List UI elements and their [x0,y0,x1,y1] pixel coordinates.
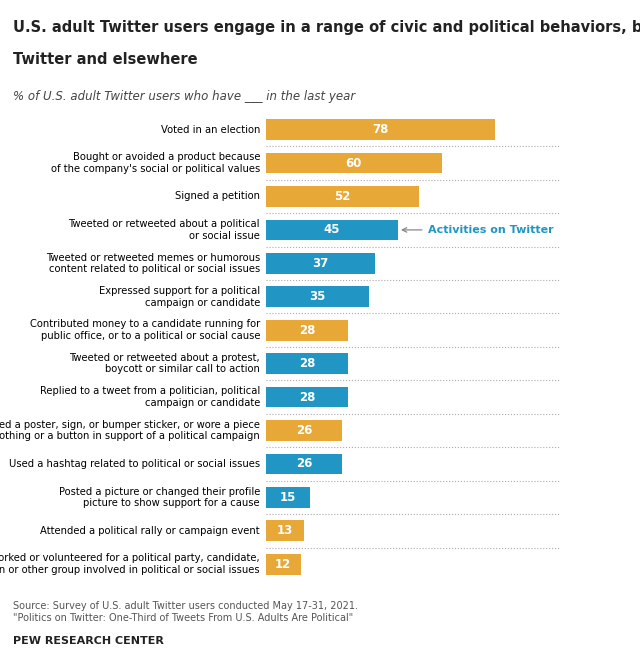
Bar [266,286,369,307]
Text: 28: 28 [299,357,315,370]
Text: 13: 13 [276,525,293,537]
Bar [266,120,495,140]
Bar [266,554,301,574]
Text: PEW RESEARCH CENTER: PEW RESEARCH CENTER [13,636,164,646]
Bar [266,353,348,374]
Text: 28: 28 [299,324,315,337]
Text: U.S. adult Twitter users engage in a range of civic and political behaviors, bot: U.S. adult Twitter users engage in a ran… [13,20,640,35]
Text: Twitter and elsewhere: Twitter and elsewhere [13,52,197,67]
Bar [266,454,342,474]
Bar [266,386,348,408]
Text: 52: 52 [334,190,350,203]
Bar [266,220,398,240]
Text: 78: 78 [372,123,388,136]
Text: 60: 60 [346,157,362,169]
Bar [266,487,310,508]
Text: Source: Survey of U.S. adult Twitter users conducted May 17-31, 2021.
"Politics : Source: Survey of U.S. adult Twitter use… [13,601,358,623]
Text: 45: 45 [324,223,340,236]
Text: 28: 28 [299,390,315,404]
Text: 12: 12 [275,558,291,571]
Bar [266,153,442,173]
Bar [266,253,374,274]
Bar [266,521,304,541]
Text: 26: 26 [296,457,312,470]
Text: 35: 35 [309,290,325,303]
Bar [266,320,348,341]
Text: Activities on Twitter: Activities on Twitter [403,225,553,235]
Bar [266,186,419,207]
Text: 15: 15 [280,491,296,504]
Text: % of U.S. adult Twitter users who have ___ in the last year: % of U.S. adult Twitter users who have _… [13,90,355,103]
Text: 37: 37 [312,257,328,270]
Text: 26: 26 [296,424,312,437]
Bar [266,420,342,441]
